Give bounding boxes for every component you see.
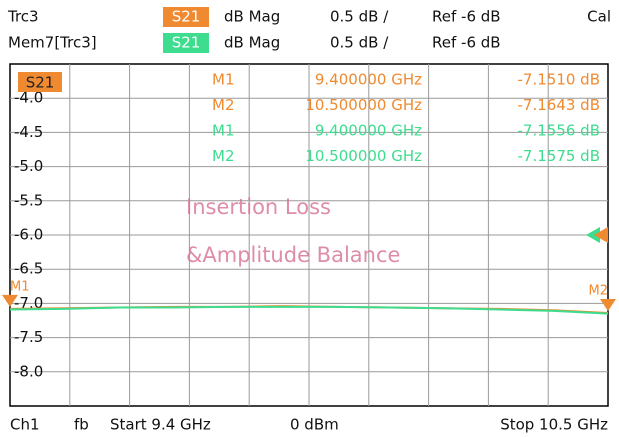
param: S21 bbox=[172, 8, 201, 26]
param: S21 bbox=[172, 34, 201, 52]
trace-label: S21 bbox=[26, 74, 55, 92]
trace-label-box bbox=[18, 72, 62, 92]
marker-freq: 9.400000 GHz bbox=[315, 122, 422, 140]
power: 0 dBm bbox=[290, 416, 339, 434]
marker-tag: M1 bbox=[10, 279, 30, 294]
annotation: &Amplitude Balance bbox=[186, 243, 400, 267]
param-box bbox=[163, 33, 209, 53]
marker-triangle bbox=[2, 294, 18, 307]
y-tick-label: -5.5 bbox=[14, 191, 43, 209]
start: Start 9.4 GHz bbox=[110, 416, 211, 434]
scale: 0.5 dB / bbox=[330, 34, 389, 52]
marker-value: -7.1510 dB bbox=[518, 71, 600, 89]
marker-freq: 10.500000 GHz bbox=[305, 147, 422, 165]
y-tick-label: -8.0 bbox=[14, 362, 43, 380]
format: dB Mag bbox=[224, 8, 280, 26]
trace-line bbox=[9, 305, 609, 315]
marker-name: M2 bbox=[212, 147, 235, 165]
marker-tag: M2 bbox=[589, 283, 609, 298]
marker-value: -7.1643 dB bbox=[518, 96, 600, 114]
y-tick-label: -4.5 bbox=[14, 123, 43, 141]
marker-name: M2 bbox=[212, 96, 235, 114]
marker-value: -7.1556 dB bbox=[518, 122, 600, 140]
trace-name: Mem7[Trc3] bbox=[8, 34, 97, 52]
ref: Ref -6 dB bbox=[432, 8, 501, 26]
marker-freq: 10.500000 GHz bbox=[305, 96, 422, 114]
channel: Ch1 bbox=[10, 416, 40, 434]
y-tick-label: -5.0 bbox=[14, 157, 43, 175]
y-tick-label: -6.0 bbox=[14, 226, 43, 244]
format: dB Mag bbox=[224, 34, 280, 52]
marker-triangle bbox=[600, 298, 616, 311]
marker-freq: 9.400000 GHz bbox=[315, 71, 422, 89]
y-tick-label: -7.5 bbox=[14, 328, 43, 346]
marker-name: M1 bbox=[212, 71, 235, 89]
ref: Ref -6 dB bbox=[432, 34, 501, 52]
trace-name: Trc3 bbox=[7, 8, 39, 26]
param-box bbox=[163, 7, 209, 27]
y-tick-label: -4.0 bbox=[14, 89, 43, 107]
marker-value: -7.1575 dB bbox=[518, 147, 600, 165]
mode: fb bbox=[74, 416, 89, 434]
ref-arrow bbox=[594, 227, 608, 243]
marker-name: M1 bbox=[212, 122, 235, 140]
ref-arrow bbox=[586, 227, 600, 243]
y-tick-label: -7.0 bbox=[14, 294, 43, 312]
scale: 0.5 dB / bbox=[330, 8, 389, 26]
status: Cal bbox=[587, 8, 611, 26]
y-tick-label: -6.5 bbox=[14, 260, 43, 278]
stop: Stop 10.5 GHz bbox=[500, 416, 608, 434]
annotation: Insertion Loss bbox=[186, 195, 331, 219]
